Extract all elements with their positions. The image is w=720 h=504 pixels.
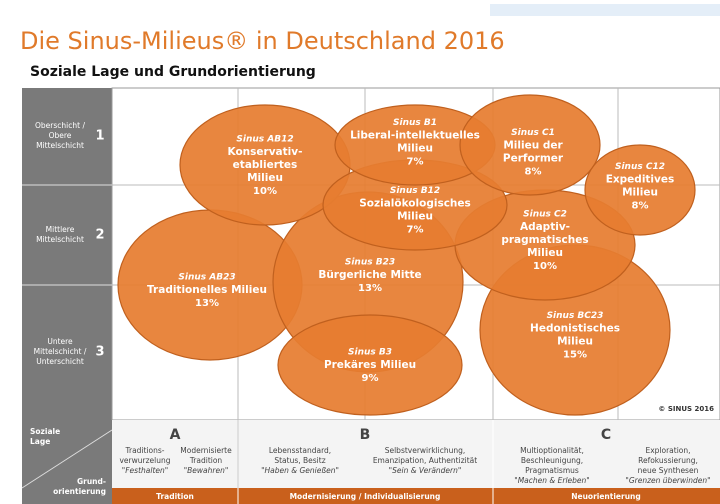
milieu-share: 7% (407, 157, 424, 168)
section-item: Tradition (189, 456, 223, 465)
social-label: Lage (30, 437, 50, 446)
milieu-name: Performer (503, 153, 564, 165)
social-label: Soziale (30, 427, 60, 436)
milieu-share: 10% (533, 261, 557, 272)
milieu-code: Sinus C2 (523, 210, 567, 220)
row-label-column (22, 88, 112, 420)
milieu-code: Sinus C1 (511, 128, 555, 138)
row-label: Unterschicht (36, 357, 84, 366)
section-dividers (237, 420, 494, 504)
row-label: Untere (47, 337, 73, 346)
milieu-name: pragmatisches (501, 234, 588, 246)
milieu-name: Liberal-intellektuelles (350, 130, 480, 142)
section-quote: "Grenzen überwinden" (625, 476, 710, 485)
section-item: Selbstverwirklichung, (385, 446, 466, 455)
milieu-name: Milieu (397, 211, 433, 223)
milieu-code: Sinus BC23 (547, 311, 604, 321)
section-item: Traditions- (125, 446, 165, 455)
milieu-name: Konservativ- (228, 146, 303, 158)
milieu-name: Milieu (527, 247, 563, 259)
milieu-shape (459, 94, 601, 196)
row-label: Oberschicht / (35, 121, 85, 130)
row-number: 1 (95, 129, 104, 144)
row-label: Mittelschicht (36, 235, 84, 244)
milieu-name: Prekäres Milieu (324, 359, 416, 371)
top-band (490, 4, 720, 16)
milieu-name: Adaptiv- (520, 221, 570, 233)
milieu-name: Traditionelles Milieu (147, 284, 267, 296)
milieu-name: Milieu (397, 143, 433, 155)
milieu-name: Expeditives (606, 174, 675, 186)
milieu-share: 7% (407, 225, 424, 236)
milieu-name: Milieu (622, 187, 658, 199)
title: Die Sinus-Milieus® in Deutschland 2016 (20, 27, 505, 55)
milieu-name: Milieu der (503, 140, 563, 152)
section-quote: "Festhalten" (122, 466, 168, 475)
section-item: Beschleunigung, (521, 456, 583, 465)
milieu-code: Sinus B23 (345, 258, 395, 268)
milieu-code: Sinus AB23 (178, 273, 235, 283)
section-item: Status, Besitz (274, 456, 325, 465)
milieu-code: Sinus AB12 (236, 135, 293, 145)
section-item: Exploration, (645, 446, 690, 455)
axis-diagonal (21, 429, 113, 489)
milieu-share: 10% (253, 186, 277, 197)
bottom-area (22, 420, 720, 488)
milieu-name: Milieu (557, 336, 593, 348)
section-item: Pragmatismus (525, 466, 579, 475)
section-quote: "Machen & Erleben" (514, 476, 589, 485)
milieu-code: Sinus C12 (615, 162, 665, 172)
row-label: Mittelschicht / (34, 347, 87, 356)
row-label: Obere (49, 131, 72, 140)
milieu-share: 8% (525, 167, 542, 178)
milieu-share: 15% (563, 350, 587, 361)
milieu-shape (277, 314, 463, 416)
milieu-shape (584, 144, 696, 236)
milieu-name: Milieu (247, 172, 283, 184)
milieu-name: Sozialökologisches (359, 198, 471, 210)
milieu-code: Sinus B1 (393, 118, 437, 128)
section-item: Lebensstandard, (269, 446, 331, 455)
milieu-name: Hedonistisches (530, 323, 620, 335)
copyright: © SINUS 2016 (658, 405, 714, 413)
milieu-share: 9% (362, 373, 379, 384)
section-item: Emanzipation, Authentizität (373, 456, 477, 465)
section-footer: Tradition (156, 492, 194, 501)
milieu-name: Bürgerliche Mitte (318, 269, 421, 281)
section-quote: "Bewahren" (184, 466, 229, 475)
row-label: Mittlere (46, 225, 75, 234)
section-item: Refokussierung, (638, 456, 698, 465)
section-item: Modernisierte (180, 446, 232, 455)
axis-cell (22, 420, 112, 504)
row-number: 3 (95, 345, 104, 360)
milieu-code: Sinus B12 (390, 186, 440, 196)
section-letter: C (601, 427, 611, 443)
section-footer: Modernisierung / Individualisierung (290, 492, 441, 501)
milieu-share: 8% (632, 201, 649, 212)
milieu-share: 13% (358, 283, 382, 294)
section-quote: "Sein & Verändern" (389, 466, 462, 475)
milieu-code: Sinus B3 (348, 348, 392, 358)
subtitle: Soziale Lage und Grundorientierung (30, 64, 316, 80)
section-letter: A (170, 427, 181, 443)
section-footer: Neuorientierung (571, 492, 641, 501)
row-number: 2 (95, 228, 104, 243)
milieu-name: etabliertes (233, 159, 298, 171)
section-quote: "Haben & Genießen" (261, 466, 339, 475)
row-label: Mittelschicht (36, 141, 84, 150)
footer-bar (112, 488, 720, 504)
orientation-label: Grund- (77, 477, 106, 486)
section-letter: B (360, 427, 371, 443)
section-item: verwurzelung (119, 456, 170, 465)
orientation-label: orientierung (53, 487, 106, 496)
section-item: neue Synthesen (638, 466, 699, 475)
milieu-share: 13% (195, 298, 219, 309)
section-item: Multioptionalität, (520, 446, 584, 455)
